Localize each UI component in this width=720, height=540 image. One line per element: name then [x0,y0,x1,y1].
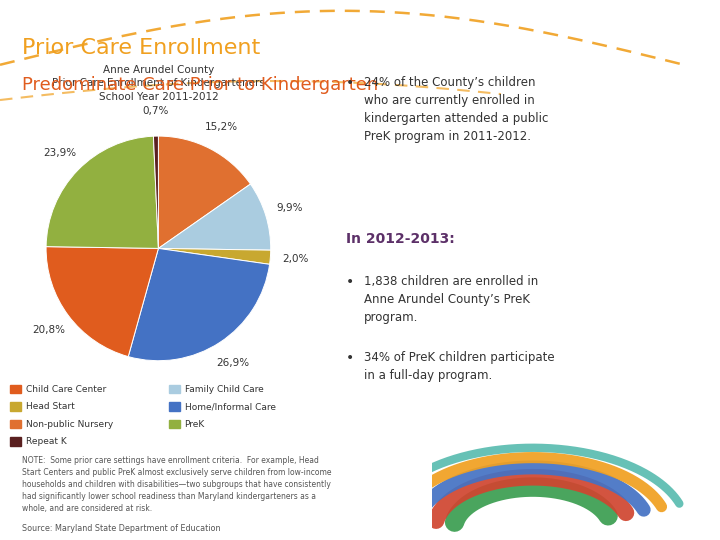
Wedge shape [46,247,158,356]
Text: Source: Maryland State Department of Education: Source: Maryland State Department of Edu… [22,524,220,533]
Wedge shape [158,136,251,248]
Wedge shape [46,136,158,248]
Text: Child Care Center: Child Care Center [26,384,107,394]
Bar [168,385,180,393]
Text: In 2012-2013:: In 2012-2013: [346,232,454,246]
Text: •: • [346,275,354,289]
Bar [10,402,22,411]
Bar [10,385,22,393]
Text: NOTE:  Some prior care settings have enrollment criteria.  For example, Head
Sta: NOTE: Some prior care settings have enro… [22,456,331,512]
Title: Anne Arundel County
Prior Care Enrollment of Kindergarteners
School Year 2011-20: Anne Arundel County Prior Care Enrollmen… [52,65,265,102]
Bar [168,402,180,411]
Text: 2,0%: 2,0% [282,254,308,264]
Text: 20,8%: 20,8% [32,326,65,335]
Text: PreK: PreK [184,420,205,429]
Bar [10,437,22,446]
Text: Repeat K: Repeat K [26,437,67,446]
Text: Home/Informal Care: Home/Informal Care [184,402,276,411]
Wedge shape [158,248,271,264]
Text: 15,2%: 15,2% [205,122,238,132]
Text: •: • [346,351,354,365]
Text: Family Child Care: Family Child Care [184,384,264,394]
Text: 0,7%: 0,7% [142,106,168,117]
Text: 23,9%: 23,9% [44,148,77,158]
Text: 9,9%: 9,9% [276,203,302,213]
Text: 26,9%: 26,9% [217,358,250,368]
Text: 34% of PreK children participate
in a full-day program.: 34% of PreK children participate in a fu… [364,351,554,382]
Wedge shape [158,184,271,250]
Bar [168,420,180,428]
Text: Predominate Care Prior to Kindergarten: Predominate Care Prior to Kindergarten [22,76,378,93]
Text: Non-public Nursery: Non-public Nursery [26,420,114,429]
Text: 24% of the County’s children
who are currently enrolled in
kindergarten attended: 24% of the County’s children who are cur… [364,76,548,143]
Wedge shape [153,136,158,248]
Text: Prior Care Enrollment: Prior Care Enrollment [22,38,260,58]
Text: Head Start: Head Start [26,402,75,411]
Bar [10,420,22,428]
Text: 1,838 children are enrolled in
Anne Arundel County’s PreK
program.: 1,838 children are enrolled in Anne Arun… [364,275,538,325]
Wedge shape [128,248,269,361]
Text: •: • [346,76,354,90]
